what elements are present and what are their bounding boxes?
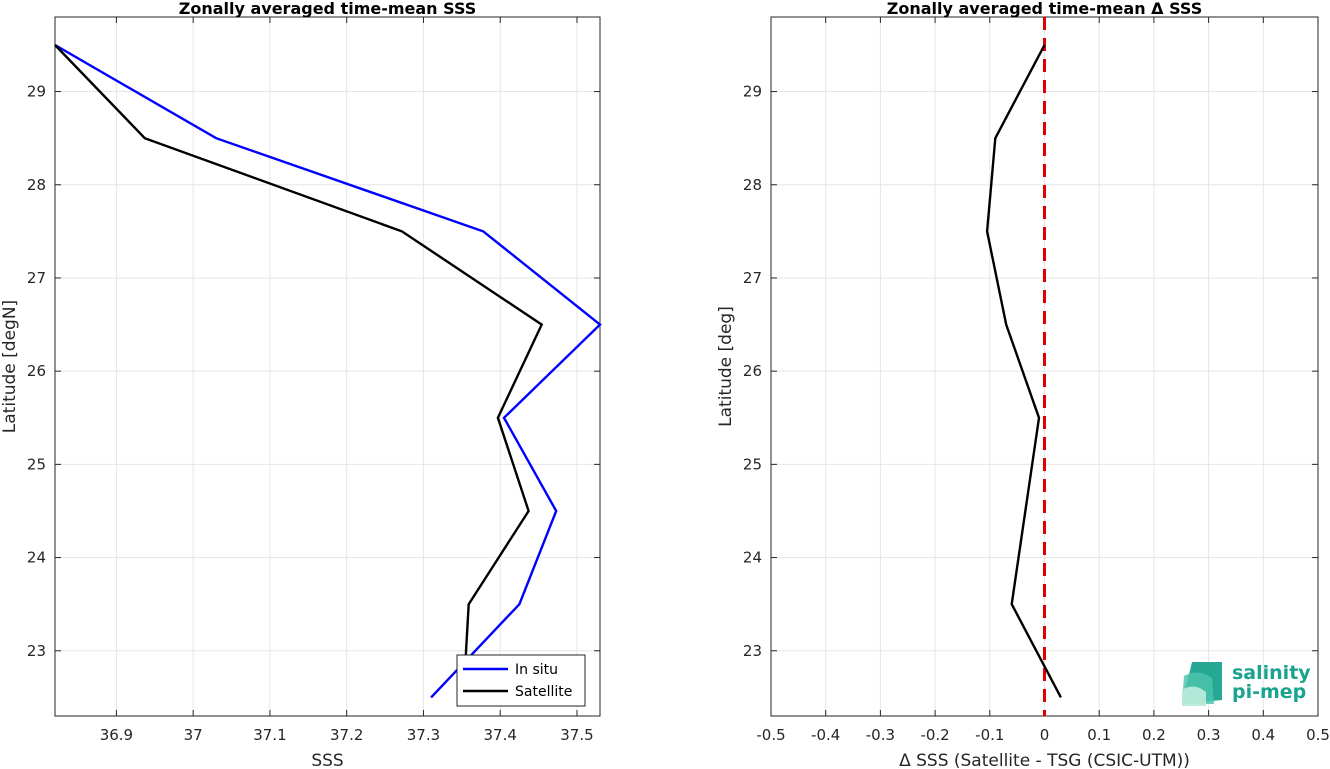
x-tick-label: 37.2 bbox=[330, 726, 363, 744]
axes-box bbox=[54, 16, 601, 717]
x-tick-label: -0.5 bbox=[756, 726, 785, 744]
chart-title: Zonally averaged time-mean SSS bbox=[179, 0, 477, 18]
y-tick-label: 29 bbox=[743, 83, 762, 101]
x-axis-label: SSS bbox=[311, 751, 343, 769]
delta-sss-panel: -0.5 -0.4 -0.3 -0.2 -0.1 0 0.1 0.2 0.3 0.4 0.5 23 24… bbox=[716, 0, 1330, 769]
x-tick-label: -0.3 bbox=[866, 726, 895, 744]
logo-emblem-front bbox=[1182, 686, 1206, 706]
y-tick-label: 23 bbox=[27, 642, 46, 660]
x-tick-label: 0.2 bbox=[1142, 726, 1166, 744]
sss-panel: 36.9 37 37.1 37.2 37.3 37.4 37.5 23 24 25 26 27 28 29… bbox=[0, 0, 602, 769]
x-tick-label: 0.5 bbox=[1306, 726, 1330, 744]
legend-label-0: In situ bbox=[515, 662, 558, 678]
x-tick-label: -0.1 bbox=[975, 726, 1004, 744]
y-tick-label: 28 bbox=[27, 176, 46, 194]
y-tick-label: 27 bbox=[27, 269, 46, 287]
x-tick-label: 0 bbox=[1040, 726, 1050, 744]
logo-line2: pi-mep bbox=[1232, 681, 1306, 703]
x-tick-label: -0.4 bbox=[811, 726, 840, 744]
x-tick-label: 37.3 bbox=[407, 726, 440, 744]
x-tick-label: 37.1 bbox=[253, 726, 286, 744]
series-line-0 bbox=[985, 44, 1062, 698]
chart-title: Zonally averaged time-mean Δ SSS bbox=[887, 0, 1203, 18]
x-tick-label: 0.3 bbox=[1197, 726, 1221, 744]
y-axis-label: Latitude [deg] bbox=[716, 306, 736, 427]
y-tick-label: 28 bbox=[743, 176, 762, 194]
y-tick-label: 26 bbox=[743, 362, 762, 380]
y-tick-label: 25 bbox=[27, 455, 46, 473]
series-line-1 bbox=[54, 44, 544, 698]
y-tick-label: 27 bbox=[743, 269, 762, 287]
y-tick-label: 25 bbox=[743, 455, 762, 473]
x-axis-label: Δ SSS (Satellite - TSG (CSIC-UTM)) bbox=[899, 751, 1190, 769]
y-tick-label: 29 bbox=[27, 83, 46, 101]
legend-label-1: Satellite bbox=[515, 684, 572, 700]
x-tick-label: 36.9 bbox=[100, 726, 133, 744]
y-axis-label: Latitude [degN] bbox=[0, 300, 20, 433]
x-tick-label: 0.4 bbox=[1251, 726, 1275, 744]
x-tick-label: 37.4 bbox=[484, 726, 517, 744]
legend-box bbox=[456, 654, 586, 707]
y-tick-label: 26 bbox=[27, 362, 46, 380]
y-tick-label: 23 bbox=[743, 642, 762, 660]
series-line-0 bbox=[54, 43, 602, 699]
logo-line1: salinity bbox=[1232, 662, 1311, 684]
x-tick-label: 37 bbox=[184, 726, 203, 744]
y-tick-label: 24 bbox=[743, 549, 762, 567]
y-tick-label: 24 bbox=[27, 549, 46, 567]
x-tick-label: -0.2 bbox=[920, 726, 949, 744]
x-tick-label: 37.5 bbox=[560, 726, 593, 744]
x-tick-label: 0.1 bbox=[1087, 726, 1111, 744]
